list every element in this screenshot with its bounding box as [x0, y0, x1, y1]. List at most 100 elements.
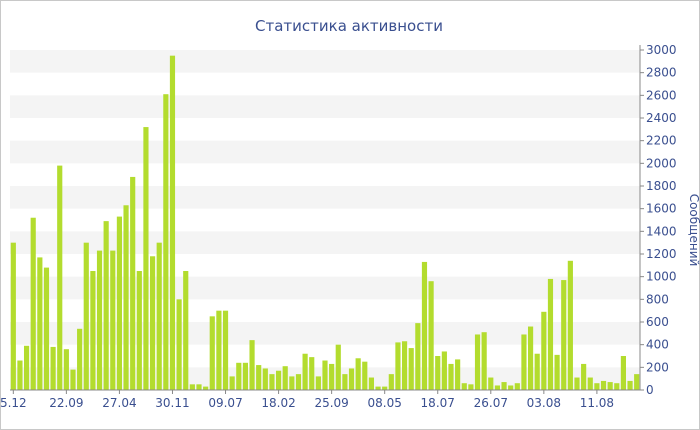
y-tick-label: 400 [646, 338, 669, 352]
grid-band [10, 95, 640, 118]
bar [348, 368, 355, 390]
bar [634, 374, 640, 390]
bar [156, 242, 162, 390]
bar [57, 165, 63, 390]
bar [10, 242, 16, 390]
x-tick-label: 18.07 [421, 396, 455, 410]
bar [169, 55, 176, 391]
bar [534, 353, 540, 390]
bar [149, 256, 156, 390]
bar [388, 374, 394, 390]
bar [368, 377, 374, 390]
y-tick-label: 2400 [646, 111, 677, 125]
x-tick-label: 03.08 [527, 396, 561, 410]
grid-band [10, 186, 640, 209]
bar [587, 377, 593, 390]
bar [561, 280, 567, 390]
y-tick-label: 3000 [646, 43, 677, 57]
x-tick-label: 08.05 [368, 396, 402, 410]
bar [455, 359, 461, 390]
bar [136, 271, 142, 390]
x-tick-label: 30.11 [155, 396, 189, 410]
bar [355, 358, 361, 390]
bar [614, 383, 620, 390]
bar [103, 221, 109, 390]
bar [474, 334, 481, 390]
x-tick-label: 09.07 [208, 396, 242, 410]
bar [541, 311, 547, 390]
bar [70, 369, 76, 390]
bar [508, 385, 514, 390]
bar [527, 326, 534, 390]
y-tick-label: 600 [646, 315, 669, 329]
bar [189, 384, 195, 390]
bar [183, 271, 189, 390]
bar [216, 310, 222, 390]
bar [574, 377, 580, 390]
bar [262, 368, 268, 390]
y-tick-label: 2800 [646, 66, 677, 80]
bar [242, 362, 248, 390]
bar [256, 365, 262, 390]
bar [501, 382, 507, 390]
bar [209, 316, 215, 390]
bar [441, 351, 447, 390]
bar [448, 363, 454, 390]
bar [176, 299, 182, 390]
bar [123, 205, 129, 390]
bar [421, 261, 428, 390]
x-tick-label: 26.07 [474, 396, 508, 410]
bar [620, 356, 626, 390]
x-tick-label: 18.02 [261, 396, 295, 410]
y-axis-label: Сообщений [687, 194, 700, 267]
y-tick-label: 0 [646, 383, 654, 397]
x-tick-label: 5.12 [0, 396, 27, 410]
bar [468, 384, 474, 390]
bar [435, 356, 441, 390]
x-tick-label: 25.09 [314, 396, 348, 410]
bar [494, 385, 500, 390]
bar [43, 267, 50, 390]
bar [196, 384, 202, 390]
y-tick-label: 800 [646, 292, 669, 306]
y-tick-label: 2000 [646, 156, 677, 170]
grid-band [10, 140, 640, 164]
bar [77, 328, 83, 390]
bar [335, 344, 341, 390]
y-tick-label: 1600 [646, 202, 677, 216]
bar [382, 386, 388, 390]
bar [143, 127, 149, 390]
bar [401, 341, 408, 390]
bar [30, 217, 36, 390]
chart-title: Статистика активности [255, 17, 443, 35]
bar [229, 376, 235, 390]
bar [342, 374, 348, 390]
y-axis: 0 200 400 600 800 1000 1200 1400 1600 1800 2000 220… [639, 43, 677, 397]
y-tick-label: 2600 [646, 88, 677, 102]
bar [375, 386, 381, 390]
bar [130, 176, 136, 390]
bar [415, 323, 421, 390]
bar [23, 345, 30, 390]
x-tick-label: 22.09 [49, 396, 83, 410]
y-tick-label: 200 [646, 360, 669, 374]
x-axis: 5.12 22.09 27.04 30.11 09.07 18.02 25.09 08.05 1… [0, 389, 640, 410]
y-tick-label: 2200 [646, 134, 677, 148]
bar [322, 360, 328, 390]
bar [627, 380, 633, 390]
bar [315, 376, 321, 390]
y-tick-label: 1000 [646, 270, 677, 284]
bar [581, 363, 587, 390]
bar [275, 370, 282, 390]
bar [461, 383, 467, 390]
bar [17, 360, 23, 390]
bar [289, 376, 295, 390]
bar [203, 386, 209, 390]
bar [90, 271, 96, 390]
bar [295, 374, 302, 390]
bar [309, 357, 315, 390]
bar [607, 382, 613, 390]
grid-band [10, 50, 640, 73]
bar [116, 216, 122, 390]
